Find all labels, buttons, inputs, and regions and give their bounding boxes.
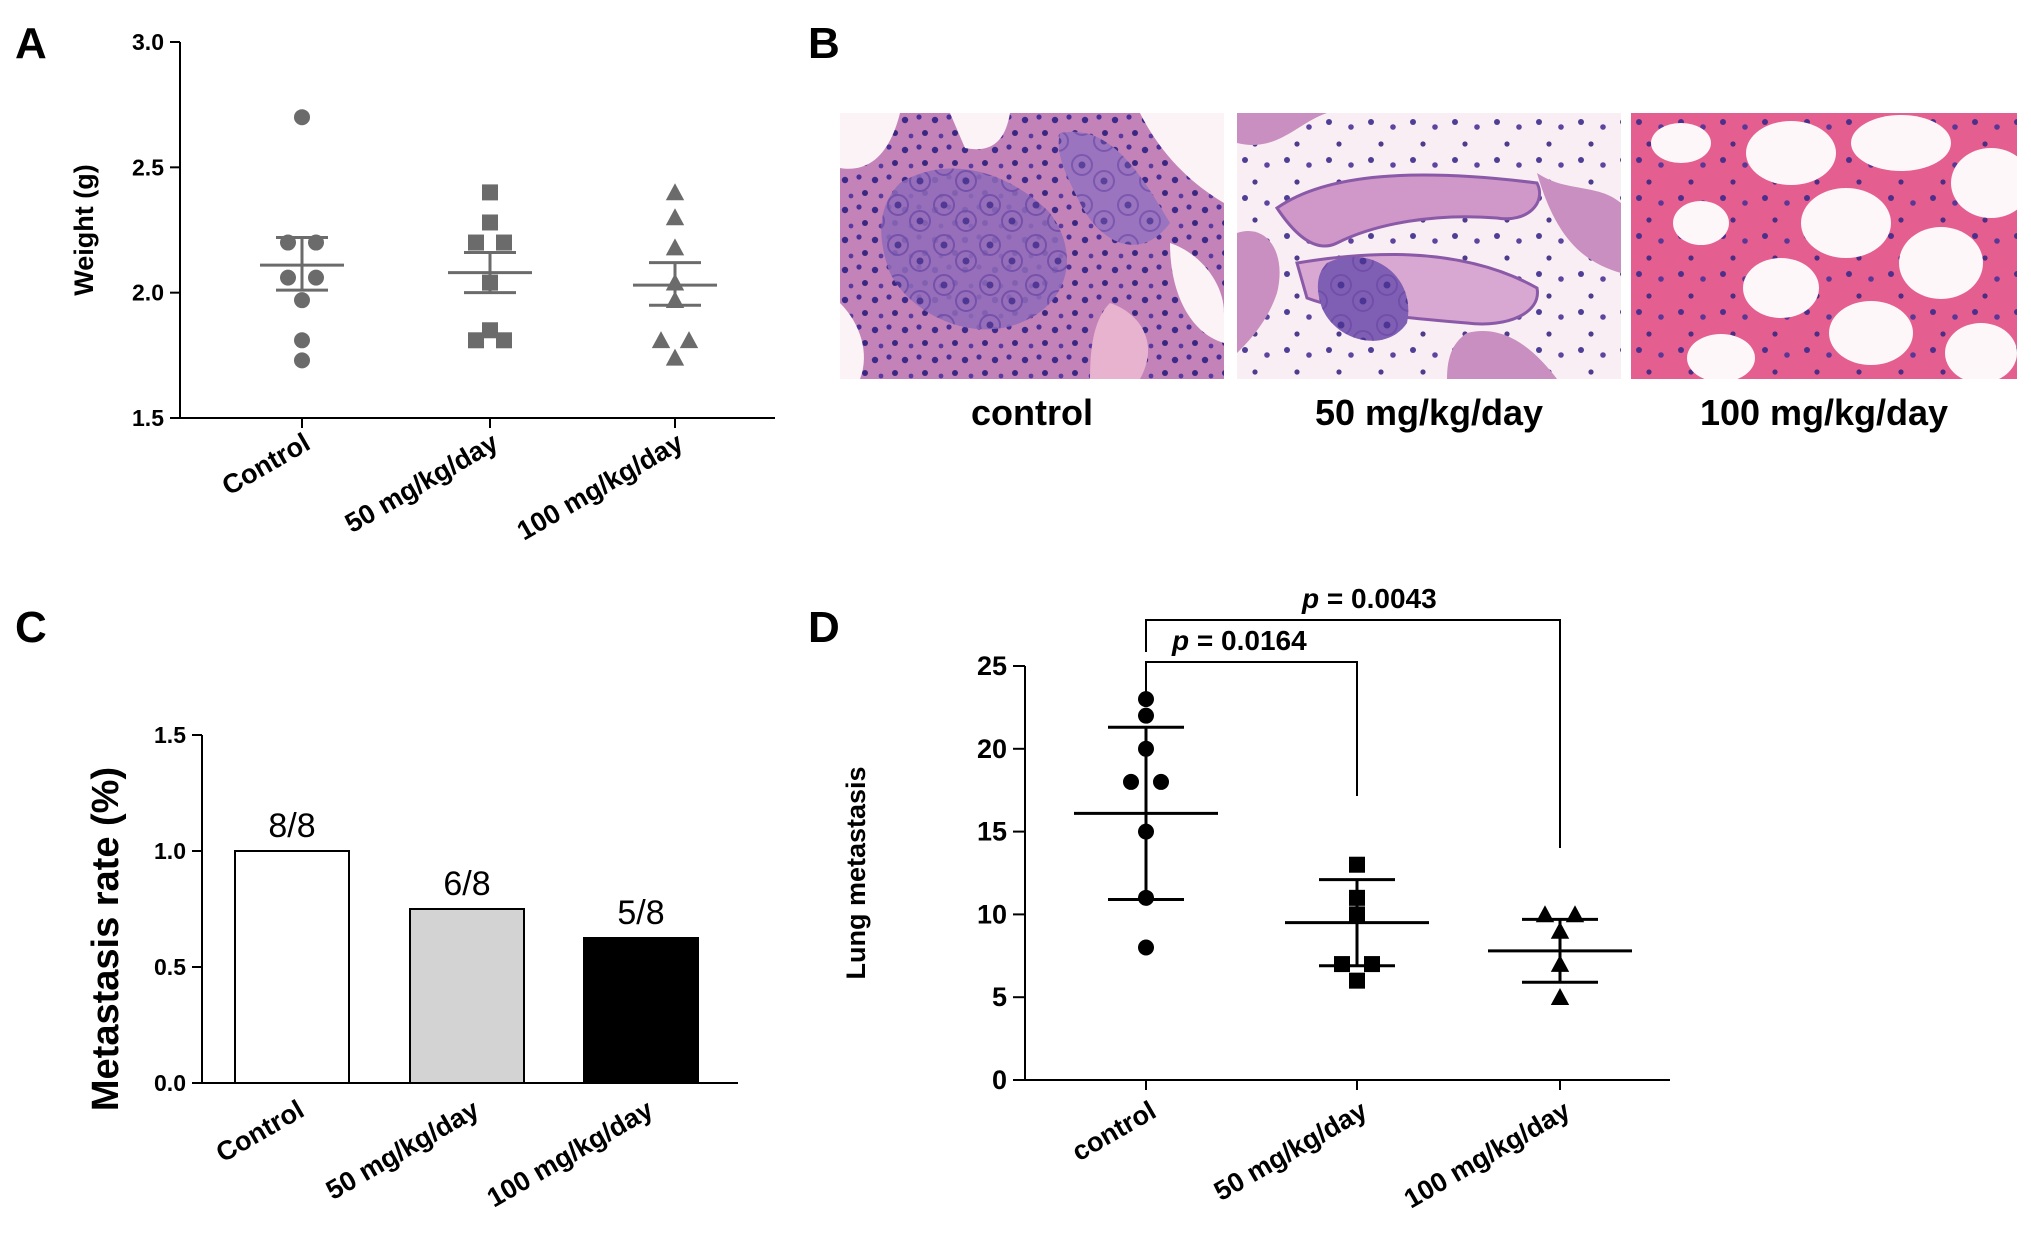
a-data-point <box>482 184 498 201</box>
d-x-tick-label: 100 mg/kg/day <box>1399 1095 1575 1214</box>
d-data-point <box>1138 939 1154 956</box>
d-data-point <box>1138 691 1154 708</box>
panel-letter-c: C <box>15 603 47 652</box>
histology-panel: control 50 mg/kg/day 100 mg/kg/day <box>840 113 2017 433</box>
a-y-axis-label: Weight (g) <box>69 164 99 295</box>
a-data-point <box>482 214 498 231</box>
d-data-point <box>1349 856 1365 873</box>
metastasis-rate-bar-chart: 0.0 0.5 1.0 1.5 Metastasis rate (%) 8/8 Contro… <box>85 722 738 1213</box>
d-data-point <box>1138 707 1154 724</box>
d-data-point <box>1138 823 1154 840</box>
d-x-tick-label: 50 mg/kg/day <box>1209 1095 1372 1207</box>
a-y-tick-label: 2.0 <box>132 280 164 306</box>
d-y-tick-label: 0 <box>992 1065 1007 1095</box>
d-y-tick-label: 25 <box>977 651 1007 681</box>
d-significance-bracket <box>1145 661 1358 796</box>
d-data-point <box>1364 956 1380 973</box>
a-data-point <box>294 332 310 349</box>
a-y-tick-label: 1.5 <box>132 405 164 431</box>
histology-label-control: control <box>971 392 1093 433</box>
panel-letter-a: A <box>15 19 47 68</box>
lung-metastasis-scatter-chart: 0 5 10 15 20 25 control 50 mg/kg/day 100 mg/kg/d… <box>841 583 1670 1214</box>
panel-letter-d: D <box>808 603 840 652</box>
d-significance-bracket <box>1145 619 1561 848</box>
d-p-value: = 0.0164 <box>1189 625 1307 656</box>
d-data-point <box>1550 988 1570 1006</box>
a-data-point <box>496 332 512 349</box>
a-x-tick-label: 100 mg/kg/day <box>512 427 688 546</box>
d-p-value-label: p = 0.0043 <box>1301 583 1437 614</box>
c-y-tick-label: 0.5 <box>154 954 186 980</box>
d-data-point <box>1349 889 1365 906</box>
a-data-point <box>651 331 671 349</box>
weight-scatter-chart: 1.5 2.0 2.5 3.0 Control 50 mg/kg/day 100 mg/kg… <box>69 29 775 546</box>
c-y-tick-label: 1.5 <box>154 722 186 748</box>
a-data-point <box>280 269 296 286</box>
a-data-point <box>294 292 310 309</box>
a-x-tick-label: 50 mg/kg/day <box>340 427 503 539</box>
histology-label-100: 100 mg/kg/day <box>1700 392 1948 433</box>
c-y-tick-label: 1.0 <box>154 838 186 864</box>
c-bar <box>234 850 350 1084</box>
a-data-point <box>308 269 324 286</box>
d-data-point <box>1550 954 1570 972</box>
a-data-point <box>294 109 310 126</box>
c-y-axis-label: Metastasis rate (%) <box>85 767 127 1111</box>
histology-image-50 <box>1237 113 1621 379</box>
a-data-point <box>665 290 685 309</box>
c-y-tick-label: 0.0 <box>154 1070 186 1096</box>
a-x-tick-label: Control <box>217 427 315 501</box>
d-data-point <box>1138 740 1154 757</box>
a-data-point <box>294 352 310 369</box>
a-data-point <box>665 183 685 201</box>
c-bar-label: 6/8 <box>443 865 490 903</box>
d-y-tick-label: 15 <box>977 817 1007 847</box>
d-y-tick-label: 5 <box>992 982 1007 1012</box>
a-y-tick-label: 3.0 <box>132 29 164 55</box>
d-p-value-label: p = 0.0164 <box>1171 625 1307 656</box>
a-data-point <box>468 234 484 251</box>
d-x-tick-label: control <box>1067 1095 1161 1167</box>
c-x-tick-label: 50 mg/kg/day <box>321 1094 484 1206</box>
a-data-point <box>496 234 512 251</box>
c-bar-label: 5/8 <box>617 894 664 932</box>
panel-letter-b: B <box>808 19 840 68</box>
d-data-point <box>1138 889 1154 906</box>
c-x-tick-label: 100 mg/kg/day <box>482 1094 658 1213</box>
d-p-value: = 0.0043 <box>1319 583 1437 614</box>
a-data-point <box>482 322 498 339</box>
a-data-point <box>665 348 685 366</box>
a-data-point <box>308 234 324 251</box>
d-data-point <box>1334 956 1350 973</box>
d-data-point <box>1565 905 1585 923</box>
d-y-tick-label: 20 <box>977 734 1007 764</box>
c-bar <box>583 937 699 1084</box>
d-p-symbol: p <box>1171 625 1189 656</box>
d-data-point <box>1550 921 1570 939</box>
a-data-point <box>679 331 699 349</box>
d-y-axis-label: Lung metastasis <box>841 766 871 979</box>
a-data-point <box>280 234 296 251</box>
c-x-tick-label: Control <box>211 1094 309 1168</box>
d-data-point <box>1123 773 1139 790</box>
histology-image-100 <box>1631 113 2017 379</box>
d-data-point <box>1153 773 1169 790</box>
d-y-tick-label: 10 <box>977 899 1007 929</box>
a-data-point <box>482 274 498 291</box>
a-data-point <box>665 273 685 291</box>
a-data-point <box>665 238 685 256</box>
d-data-point <box>1535 905 1555 923</box>
c-bar <box>409 908 525 1084</box>
histology-label-50: 50 mg/kg/day <box>1315 392 1543 433</box>
c-bar-label: 8/8 <box>268 807 315 845</box>
d-data-point <box>1349 906 1365 923</box>
a-data-point <box>468 332 484 349</box>
a-y-tick-label: 2.5 <box>132 154 164 180</box>
a-data-point <box>665 208 685 226</box>
d-p-symbol: p <box>1301 583 1319 614</box>
histology-image-control <box>840 113 1224 379</box>
d-data-point <box>1349 972 1365 989</box>
